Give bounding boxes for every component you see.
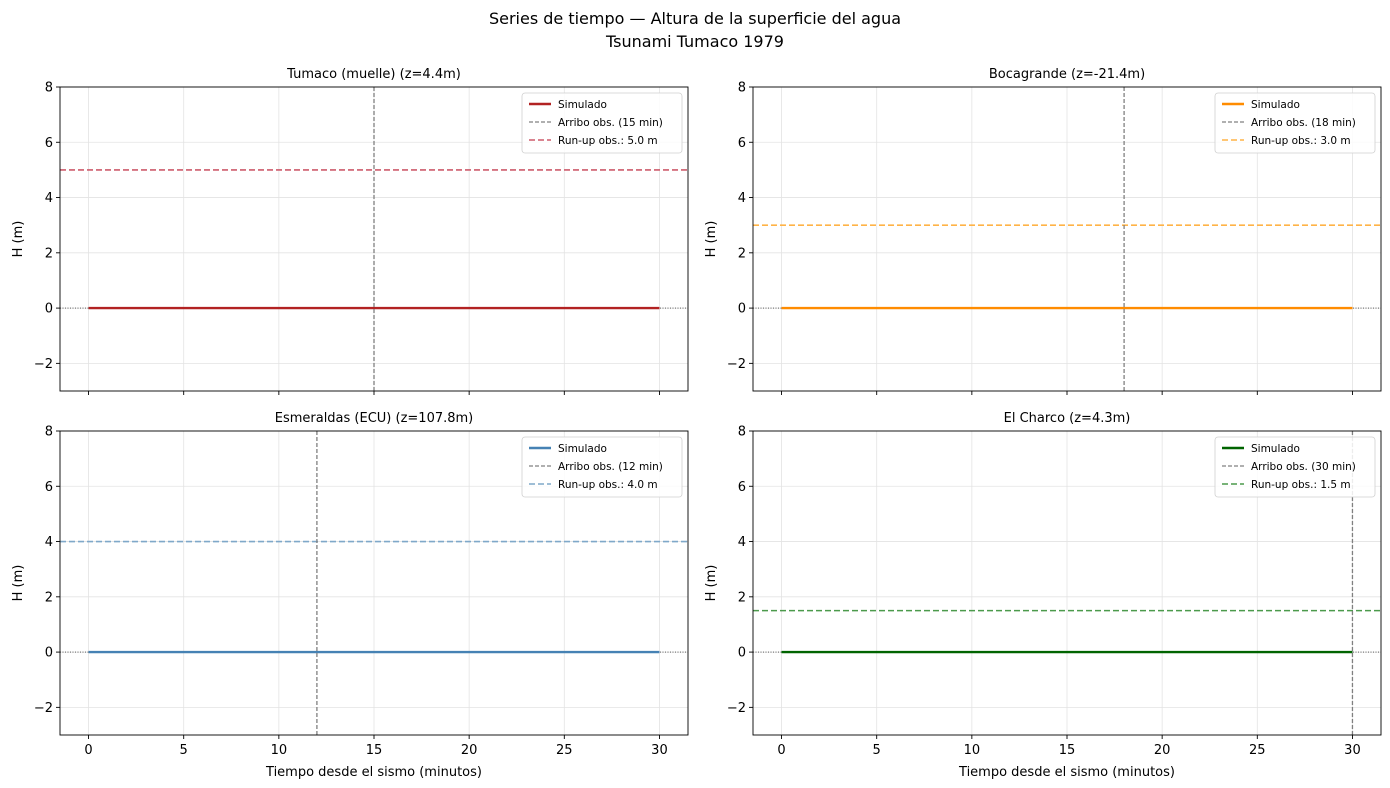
y-tick-label: 4 xyxy=(738,191,746,206)
figure-title-line-1: Series de tiempo — Altura de la superfic… xyxy=(489,9,901,28)
y-tick-label: 8 xyxy=(738,425,746,440)
legend-label: Arribo obs. (12 min) xyxy=(558,461,663,473)
x-tick-label: 25 xyxy=(556,743,573,758)
x-tick-label: 20 xyxy=(461,743,478,758)
figure-title-line-2: Tsunami Tumaco 1979 xyxy=(605,32,784,51)
legend-label: Arribo obs. (30 min) xyxy=(1251,461,1356,473)
y-tick-label: 0 xyxy=(738,302,746,317)
x-tick-label: 10 xyxy=(271,743,288,758)
x-axis-label: Tiempo desde el sismo (minutos) xyxy=(958,765,1175,780)
subplot-1: −2 0 2 4 6 8 Tumaco (muelle) (z=4.4m) H (m) Simu… xyxy=(11,67,689,395)
legend: Simulado Arribo obs. (30 min) Run-up obs.:… xyxy=(1214,436,1376,498)
y-tick-label: 4 xyxy=(45,535,53,550)
subplot-title: Esmeraldas (ECU) (z=107.8m) xyxy=(275,411,474,426)
legend-label: Simulado xyxy=(1251,99,1300,111)
y-tick-label: 4 xyxy=(738,535,746,550)
x-tick-label: 30 xyxy=(651,743,668,758)
legend-box xyxy=(1214,92,1376,154)
subplot-title: Tumaco (muelle) (z=4.4m) xyxy=(286,67,461,82)
legend-label: Simulado xyxy=(558,443,607,455)
y-tick-label: 6 xyxy=(45,136,53,151)
y-tick-label: −2 xyxy=(727,701,746,716)
x-tick-label: 15 xyxy=(1059,743,1076,758)
subplot-title: Bocagrande (z=-21.4m) xyxy=(989,67,1145,82)
x-tick-label: 0 xyxy=(84,743,92,758)
y-tick-label: 2 xyxy=(45,590,53,605)
x-axis-label: Tiempo desde el sismo (minutos) xyxy=(265,765,482,780)
y-tick-label: 6 xyxy=(45,480,53,495)
y-axis-label: H (m) xyxy=(704,221,719,258)
legend-box xyxy=(1214,436,1376,498)
legend-box xyxy=(521,436,683,498)
legend: Simulado Arribo obs. (18 min) Run-up obs.:… xyxy=(1214,92,1376,154)
subplot-2: −2 0 2 4 6 8 Bocagrande (z=-21.4m) H (m) Simulad… xyxy=(704,67,1382,395)
y-tick-label: 2 xyxy=(738,246,746,261)
legend-label: Run-up obs.: 3.0 m xyxy=(1251,135,1351,147)
y-tick-label: 0 xyxy=(738,646,746,661)
legend-label: Run-up obs.: 4.0 m xyxy=(558,479,658,491)
y-tick-label: 6 xyxy=(738,480,746,495)
y-tick-label: 2 xyxy=(45,246,53,261)
y-tick-label: 4 xyxy=(45,191,53,206)
legend-label: Run-up obs.: 1.5 m xyxy=(1251,479,1351,491)
y-tick-label: 0 xyxy=(45,302,53,317)
legend: Simulado Arribo obs. (15 min) Run-up obs.:… xyxy=(521,92,683,154)
x-tick-label: 5 xyxy=(180,743,188,758)
legend-label: Run-up obs.: 5.0 m xyxy=(558,135,658,147)
legend-label: Simulado xyxy=(1251,443,1300,455)
x-tick-label: 15 xyxy=(366,743,383,758)
y-tick-label: 2 xyxy=(738,590,746,605)
x-tick-label: 30 xyxy=(1344,743,1361,758)
subplot-4: 0 5 10 15 20 25 30 −2 0 2 4 6 8 El Charco (z=4.3m) H (… xyxy=(704,411,1382,780)
legend-label: Arribo obs. (18 min) xyxy=(1251,117,1356,129)
y-tick-label: 8 xyxy=(45,81,53,96)
y-axis-label: H (m) xyxy=(11,565,26,602)
x-tick-label: 0 xyxy=(777,743,785,758)
legend: Simulado Arribo obs. (12 min) Run-up obs.:… xyxy=(521,436,683,498)
x-tick-label: 5 xyxy=(873,743,881,758)
x-tick-label: 20 xyxy=(1154,743,1171,758)
legend-box xyxy=(521,92,683,154)
subplot-title: El Charco (z=4.3m) xyxy=(1004,411,1131,426)
legend-label: Arribo obs. (15 min) xyxy=(558,117,663,129)
y-axis-label: H (m) xyxy=(704,565,719,602)
y-axis-label: H (m) xyxy=(11,221,26,258)
y-tick-label: −2 xyxy=(34,701,53,716)
y-tick-label: −2 xyxy=(727,357,746,372)
y-tick-label: −2 xyxy=(34,357,53,372)
legend-label: Simulado xyxy=(558,99,607,111)
y-tick-label: 8 xyxy=(45,425,53,440)
y-tick-label: 6 xyxy=(738,136,746,151)
x-tick-label: 25 xyxy=(1249,743,1266,758)
x-tick-label: 10 xyxy=(964,743,981,758)
subplot-3: 0 5 10 15 20 25 30 −2 0 2 4 6 8 Esmeraldas (ECU) (z=1… xyxy=(11,411,689,780)
y-tick-label: 8 xyxy=(738,81,746,96)
y-tick-label: 0 xyxy=(45,646,53,661)
